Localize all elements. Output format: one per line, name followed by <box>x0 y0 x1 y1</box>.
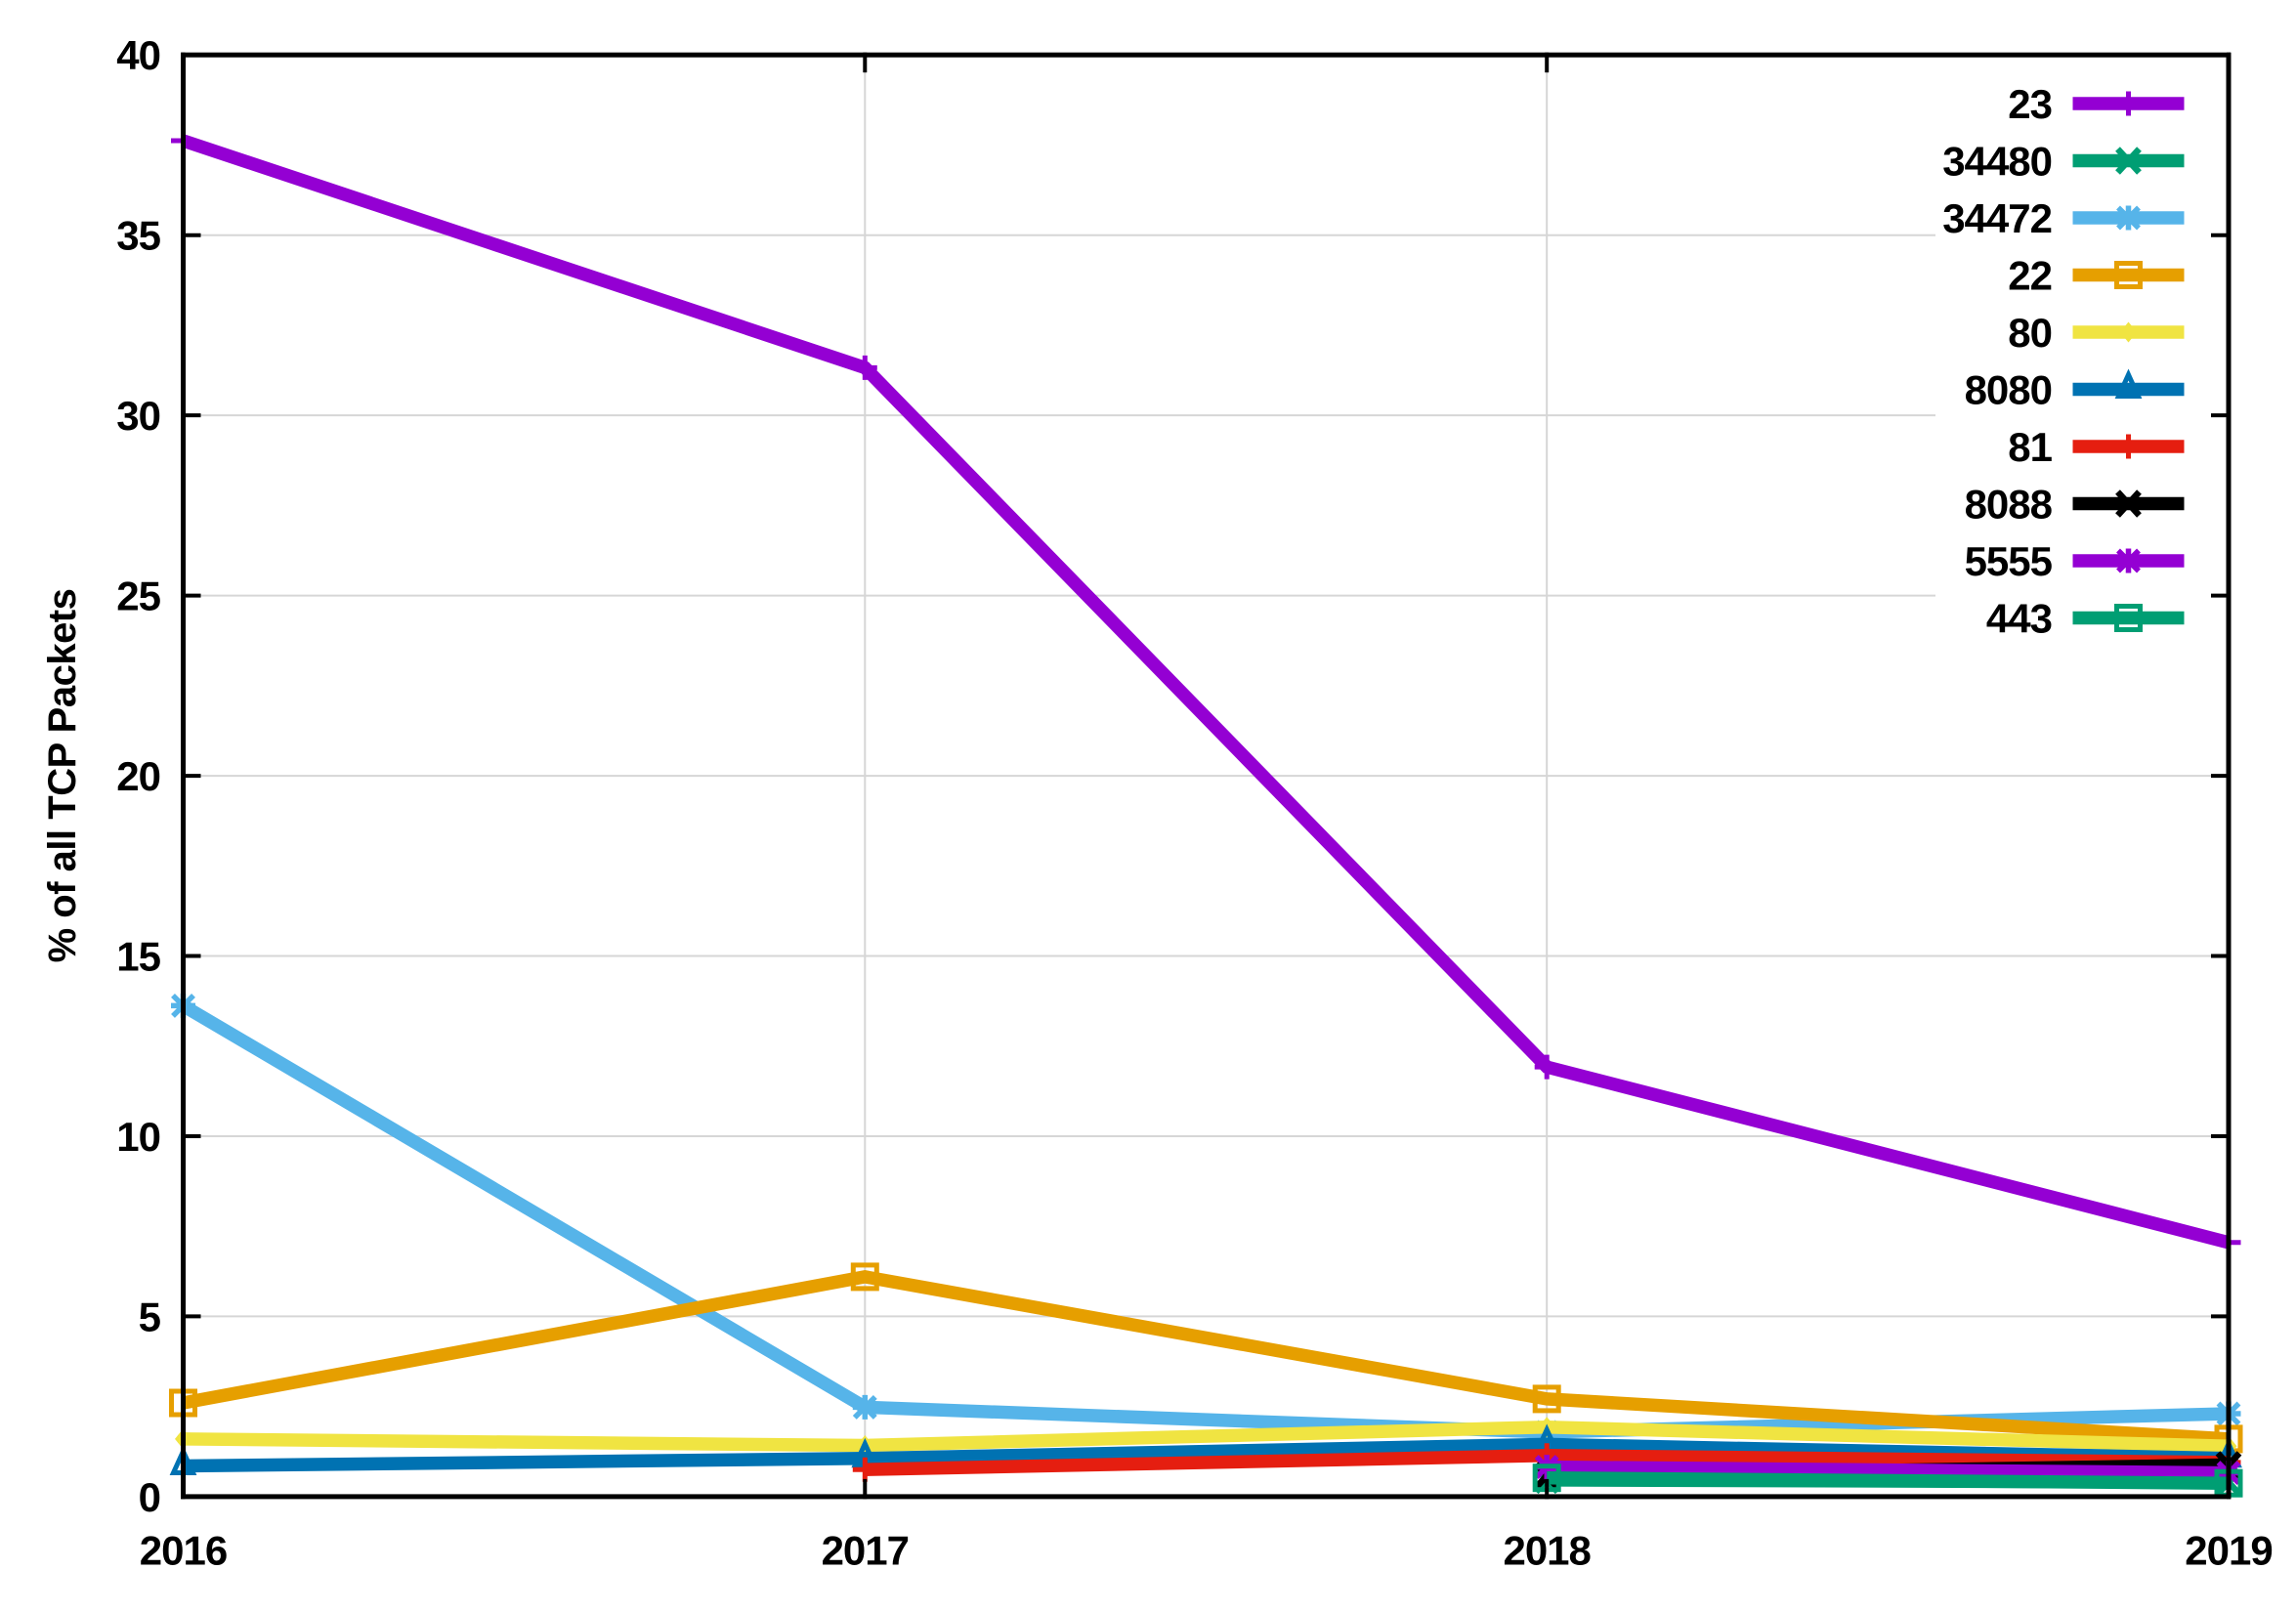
svg-text:40: 40 <box>116 32 160 78</box>
svg-text:443: 443 <box>1986 596 2052 642</box>
svg-text:8088: 8088 <box>1965 482 2053 528</box>
svg-text:15: 15 <box>116 934 160 980</box>
svg-text:34472: 34472 <box>1942 195 2052 241</box>
svg-text:25: 25 <box>116 573 160 619</box>
svg-text:0: 0 <box>139 1474 160 1520</box>
svg-text:30: 30 <box>116 393 160 439</box>
svg-text:23: 23 <box>2008 81 2052 127</box>
svg-text:22: 22 <box>2008 253 2052 299</box>
svg-text:5: 5 <box>139 1294 161 1339</box>
svg-text:2018: 2018 <box>1503 1528 1591 1574</box>
svg-text:81: 81 <box>2008 424 2052 470</box>
svg-text:8080: 8080 <box>1965 367 2052 413</box>
svg-text:2017: 2017 <box>822 1528 909 1574</box>
svg-text:80: 80 <box>2008 310 2052 356</box>
svg-text:2016: 2016 <box>140 1528 227 1574</box>
svg-text:35: 35 <box>116 213 160 259</box>
svg-text:5555: 5555 <box>1965 538 2053 584</box>
svg-text:34480: 34480 <box>1942 139 2052 185</box>
svg-text:2019: 2019 <box>2185 1528 2272 1574</box>
svg-text:10: 10 <box>116 1114 160 1160</box>
svg-text:% of all TCP Packets: % of all TCP Packets <box>41 589 84 963</box>
svg-text:20: 20 <box>116 753 160 799</box>
